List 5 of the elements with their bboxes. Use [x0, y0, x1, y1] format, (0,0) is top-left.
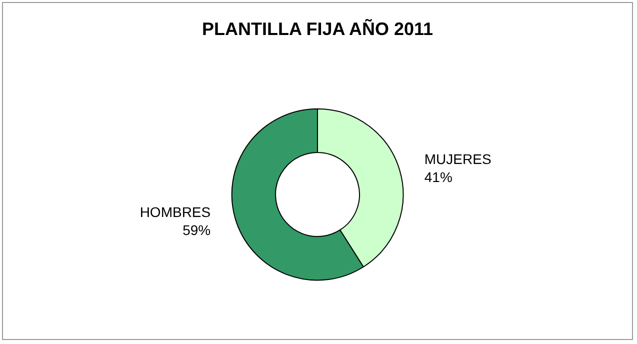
data-label: 59%	[182, 222, 211, 238]
data-label: 41%	[424, 168, 452, 185]
chart-title: PLANTILLA FIJA AÑO 2011	[202, 18, 434, 39]
slice-label: HOMBRES	[140, 204, 211, 220]
slice-label: MUJERES	[424, 150, 492, 167]
